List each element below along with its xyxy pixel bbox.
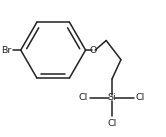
Text: Si: Si — [108, 93, 116, 102]
Text: Cl: Cl — [79, 93, 88, 102]
Text: O: O — [90, 46, 97, 55]
Text: Br: Br — [1, 46, 11, 55]
Text: Cl: Cl — [107, 119, 117, 128]
Text: Cl: Cl — [136, 93, 145, 102]
